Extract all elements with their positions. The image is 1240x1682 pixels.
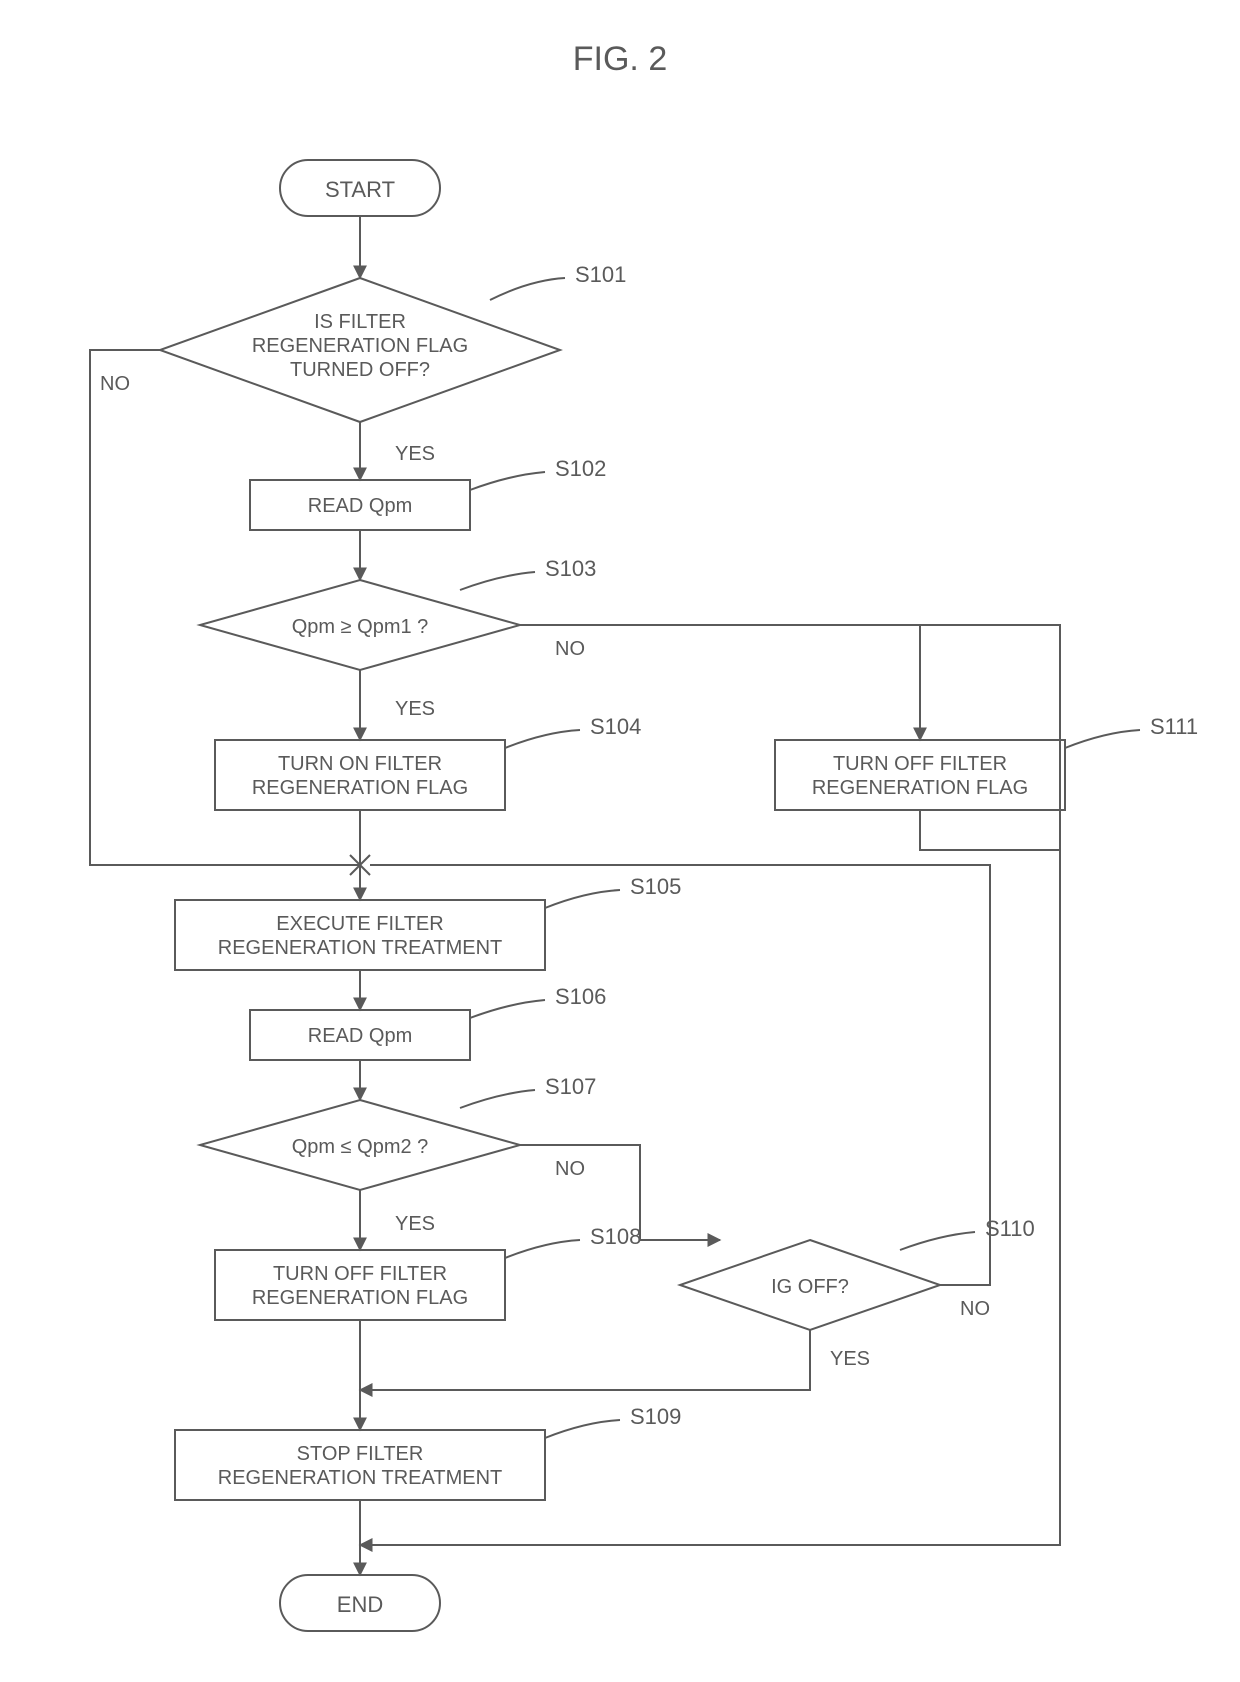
process-s108: TURN OFF FILTER REGENERATION FLAG [215,1250,505,1320]
s103-no-label: NO [555,638,585,660]
label-s110: S110 [985,1216,1035,1241]
process-s106: READ Qpm [250,1010,470,1060]
label-s104: S104 [590,714,641,739]
callout-s101 [490,278,565,300]
svg-text:READ Qpm: READ Qpm [308,1025,412,1047]
edge-s110-no [370,865,990,1285]
svg-text:READ Qpm: READ Qpm [308,495,412,517]
svg-text:IG OFF?: IG OFF? [771,1276,849,1298]
label-s106: S106 [555,984,606,1009]
callout-s111 [1065,730,1140,748]
figure-title: FIG. 2 [573,40,667,78]
callout-s107 [460,1090,535,1108]
s101-yes-label: YES [395,443,435,465]
svg-text:TURNED OFF?: TURNED OFF? [290,359,430,381]
svg-text:REGENERATION TREATMENT: REGENERATION TREATMENT [218,1467,502,1489]
edge-s110-yes [360,1330,810,1390]
terminal-end: END [280,1575,440,1631]
svg-text:REGENERATION FLAG: REGENERATION FLAG [812,777,1028,799]
svg-text:REGENERATION FLAG: REGENERATION FLAG [252,777,468,799]
decision-s103: Qpm ≥ Qpm1 ? [200,580,520,670]
svg-text:REGENERATION TREATMENT: REGENERATION TREATMENT [218,937,502,959]
svg-text:TURN OFF FILTER: TURN OFF FILTER [833,753,1007,775]
label-s107: S107 [545,1074,596,1099]
label-s102: S102 [555,456,606,481]
label-s101: S101 [575,262,626,287]
callout-s108 [505,1240,580,1258]
svg-text:REGENERATION FLAG: REGENERATION FLAG [252,1287,468,1309]
decision-s107: Qpm ≤ Qpm2 ? [200,1100,520,1190]
s107-yes-label: YES [395,1213,435,1235]
terminal-start: START [280,160,440,216]
svg-text:TURN ON FILTER: TURN ON FILTER [278,753,442,775]
s103-yes-label: YES [395,698,435,720]
process-s104: TURN ON FILTER REGENERATION FLAG [215,740,505,810]
svg-text:EXECUTE FILTER: EXECUTE FILTER [276,913,443,935]
label-s105: S105 [630,874,681,899]
s110-yes-label: YES [830,1348,870,1370]
svg-text:IS FILTER: IS FILTER [314,311,406,333]
svg-text:REGENERATION FLAG: REGENERATION FLAG [252,335,468,357]
s107-no-label: NO [555,1158,585,1180]
callout-s102 [470,472,545,490]
process-s111: TURN OFF FILTER REGENERATION FLAG [775,740,1065,810]
callout-s106 [470,1000,545,1018]
callout-s103 [460,572,535,590]
callout-s109 [545,1420,620,1438]
svg-text:END: END [337,1592,383,1617]
svg-text:STOP FILTER: STOP FILTER [297,1443,424,1465]
svg-text:START: START [325,177,395,202]
svg-text:TURN OFF FILTER: TURN OFF FILTER [273,1263,447,1285]
label-s108: S108 [590,1224,641,1249]
s101-no-label: NO [100,373,130,395]
label-s111: S111 [1150,714,1198,739]
flowchart: FIG. 2 START IS FILTER REGENERATION FLAG… [0,0,1240,1682]
decision-s110: IG OFF? [680,1240,940,1330]
label-s103: S103 [545,556,596,581]
process-s102: READ Qpm [250,480,470,530]
label-s109: S109 [630,1404,681,1429]
edge-s111-out [920,810,1060,850]
svg-text:Qpm ≥ Qpm1 ?: Qpm ≥ Qpm1 ? [292,616,429,638]
decision-s101: IS FILTER REGENERATION FLAG TURNED OFF? [160,278,560,422]
s110-no-label: NO [960,1298,990,1320]
process-s109: STOP FILTER REGENERATION TREATMENT [175,1430,545,1500]
svg-text:Qpm ≤ Qpm2 ?: Qpm ≤ Qpm2 ? [292,1136,429,1158]
process-s105: EXECUTE FILTER REGENERATION TREATMENT [175,900,545,970]
callout-s105 [545,890,620,908]
callout-s110 [900,1232,975,1250]
callout-s104 [505,730,580,748]
